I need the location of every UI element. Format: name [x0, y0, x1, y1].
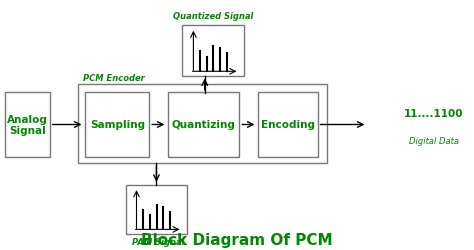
Text: Quantized Signal: Quantized Signal: [173, 12, 254, 21]
Text: PCM Encoder: PCM Encoder: [83, 74, 145, 82]
Text: Encoding: Encoding: [261, 120, 315, 130]
Bar: [78, 85, 327, 164]
Text: Sampling: Sampling: [90, 120, 145, 130]
Bar: [5, 92, 50, 158]
Text: Quantizing: Quantizing: [172, 120, 236, 130]
Bar: [258, 92, 318, 158]
Text: Analog
Signal: Analog Signal: [7, 114, 48, 136]
Text: Digital Data: Digital Data: [409, 137, 459, 146]
Text: Block Diagram Of PCM: Block Diagram Of PCM: [141, 232, 333, 248]
Bar: [85, 92, 149, 158]
Text: 11....1100: 11....1100: [404, 109, 464, 119]
Bar: [182, 26, 244, 76]
Bar: [168, 92, 239, 158]
Bar: [126, 185, 187, 234]
Text: PAM Signal: PAM Signal: [132, 237, 184, 246]
